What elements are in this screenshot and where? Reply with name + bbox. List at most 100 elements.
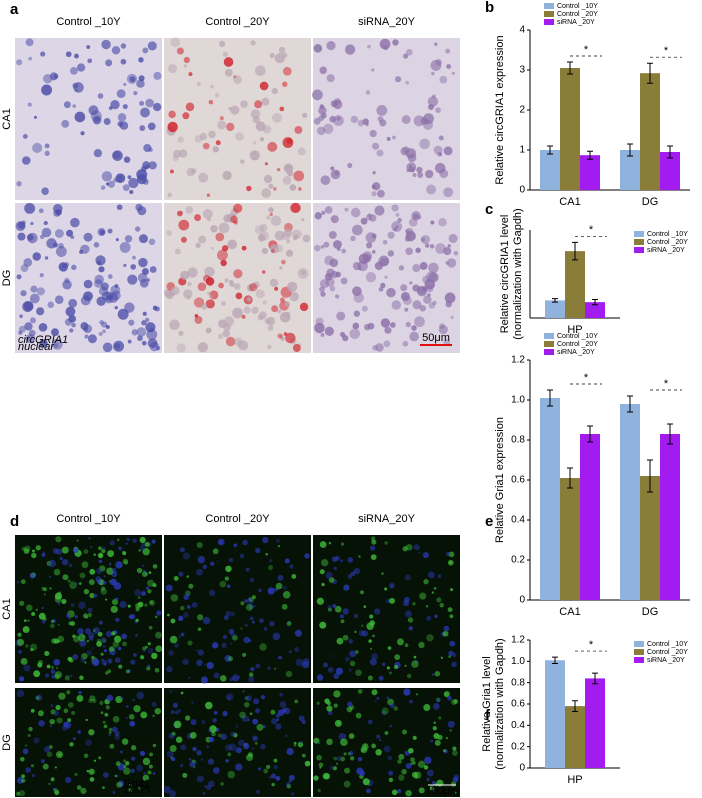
cell xyxy=(285,782,291,787)
cell xyxy=(89,695,96,702)
cell xyxy=(201,719,206,724)
cell xyxy=(191,602,198,608)
error-bar xyxy=(572,700,578,712)
cell xyxy=(291,574,297,579)
cell xyxy=(77,628,84,635)
cell xyxy=(321,210,326,215)
cell xyxy=(168,64,178,74)
cell xyxy=(223,214,232,223)
cell xyxy=(84,661,87,664)
cell xyxy=(415,693,418,696)
cell xyxy=(267,324,274,331)
cell xyxy=(389,597,396,604)
cell xyxy=(118,647,122,651)
cell xyxy=(423,765,429,770)
cell xyxy=(446,64,452,69)
cell xyxy=(402,296,412,306)
cell xyxy=(107,274,113,279)
cell xyxy=(450,588,454,592)
cell xyxy=(250,666,255,672)
cell xyxy=(419,262,428,270)
cell xyxy=(88,698,93,703)
cell xyxy=(270,709,276,715)
cell xyxy=(61,119,70,128)
cell xyxy=(68,563,73,567)
cell xyxy=(419,592,427,600)
cell xyxy=(343,780,351,788)
cell xyxy=(154,707,162,715)
cell xyxy=(16,689,25,698)
cell xyxy=(217,538,225,546)
cell xyxy=(152,743,157,748)
y-tick-label: 1.2 xyxy=(511,355,525,366)
cell xyxy=(249,712,253,716)
cell xyxy=(185,102,195,112)
cell xyxy=(137,596,141,600)
cell xyxy=(185,206,194,214)
cell xyxy=(216,560,219,563)
cell xyxy=(226,122,235,132)
cell xyxy=(107,669,112,674)
cell xyxy=(289,184,297,191)
cell xyxy=(53,568,61,576)
cell xyxy=(128,788,133,793)
cell xyxy=(54,229,64,238)
cell xyxy=(404,574,411,581)
cell xyxy=(412,300,422,310)
cell xyxy=(108,731,112,734)
cell xyxy=(71,322,76,328)
cell xyxy=(394,664,399,670)
cell xyxy=(138,549,141,552)
cell xyxy=(116,204,123,211)
cell xyxy=(206,193,211,197)
cell xyxy=(124,235,133,243)
cell xyxy=(288,774,295,781)
cell xyxy=(139,125,146,131)
cell xyxy=(397,217,402,223)
cell xyxy=(215,232,225,242)
cell xyxy=(387,250,395,257)
cell xyxy=(115,238,119,242)
cell xyxy=(132,538,137,543)
y-tick-label: 0 xyxy=(519,595,525,606)
cell xyxy=(98,620,103,625)
cell xyxy=(328,230,337,239)
cell xyxy=(55,246,67,257)
cell xyxy=(371,539,377,545)
cell xyxy=(114,635,122,643)
cell xyxy=(149,600,154,605)
cell xyxy=(416,166,423,174)
cell xyxy=(135,607,140,612)
cell xyxy=(203,784,207,788)
cell xyxy=(221,642,227,648)
cell xyxy=(405,229,410,234)
cell xyxy=(212,718,217,723)
cell xyxy=(277,574,284,581)
cell xyxy=(240,100,248,109)
cell xyxy=(119,241,131,253)
cell xyxy=(228,557,234,563)
cell xyxy=(126,73,138,85)
cell xyxy=(147,647,154,654)
cell xyxy=(276,718,280,722)
cell xyxy=(284,558,290,564)
cell xyxy=(212,548,219,555)
cell xyxy=(42,763,49,770)
cell xyxy=(115,617,120,623)
cell xyxy=(127,175,132,180)
cell xyxy=(18,650,22,654)
cell xyxy=(62,264,67,268)
cell xyxy=(61,558,69,566)
cell xyxy=(183,64,188,68)
cell xyxy=(142,757,151,766)
cell xyxy=(254,65,266,77)
cell xyxy=(72,82,79,89)
cell xyxy=(340,277,348,285)
cell xyxy=(23,664,31,672)
cell xyxy=(316,126,326,136)
cell xyxy=(434,739,441,746)
cell xyxy=(360,624,364,627)
cell xyxy=(52,787,56,791)
cell xyxy=(43,220,48,226)
